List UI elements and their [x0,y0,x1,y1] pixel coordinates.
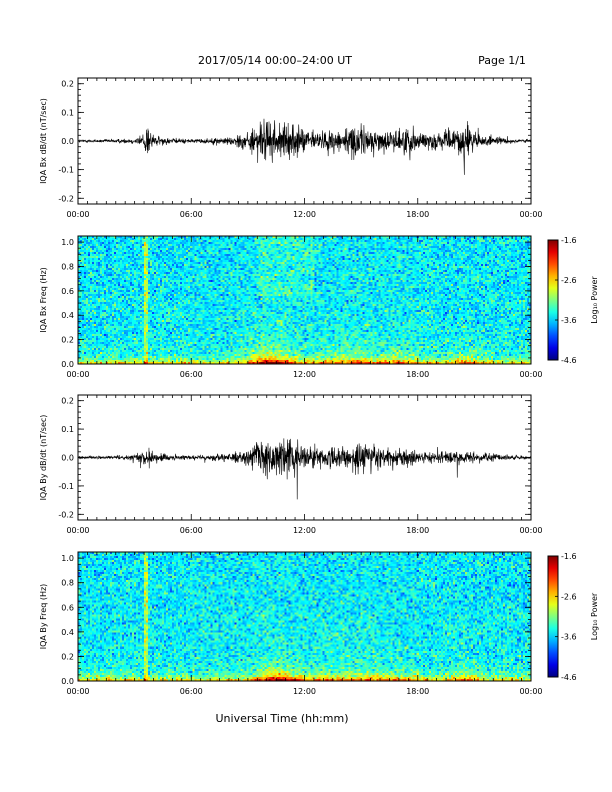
x-tick-label: 00:00 [519,687,542,696]
y-tick-label: 0.1 [61,108,74,117]
y-tick-label: 1.0 [61,554,74,563]
spectrogram-image [78,236,531,364]
y-tick-label: 0.0 [61,454,74,463]
x-tick-label: 00:00 [519,210,542,219]
y-tick-label: -0.2 [58,194,74,203]
y-tick-label: -0.2 [58,510,74,519]
colorbar-tick-label: -4.6 [561,356,577,365]
x-tick-label: 06:00 [180,370,203,379]
colorbar-frame [547,239,559,361]
y-tick-label: 0.0 [61,137,74,146]
y-tick-label: 0.2 [61,336,74,345]
y-tick-label: 0.1 [61,425,74,434]
colorbar-tick-label: -2.6 [561,592,577,601]
x-axis-label: Universal Time (hh:mm) [216,712,349,725]
y-tick-label: 0.2 [61,652,74,661]
x-tick-label: 12:00 [293,526,316,535]
x-tick-label: 12:00 [293,210,316,219]
colorbar-tick-label: -4.6 [561,673,577,682]
y-tick-label: 0.8 [61,262,74,271]
x-tick-label: 18:00 [406,526,429,535]
y-tick-label: 0.0 [61,677,74,686]
y-tick-label: 0.8 [61,579,74,588]
x-tick-label: 18:00 [406,370,429,379]
colorbar-tick-label: -2.6 [561,276,577,285]
y-tick-label: 0.2 [61,80,74,89]
page-indicator: Page 1/1 [478,54,526,67]
y-tick-label: -0.1 [58,166,74,175]
x-tick-label: 18:00 [406,687,429,696]
x-tick-label: 00:00 [66,526,89,535]
y-tick-label: 1.0 [61,238,74,247]
y-tick-label: 0.2 [61,397,74,406]
x-tick-label: 00:00 [66,687,89,696]
panel-by-spectrogram: 00:00 06:00 12:00 18:00 00:000.00.20.40.60.8… [39,551,599,696]
colorbar-tick-label: -3.6 [561,316,577,325]
y-tick-label: 0.6 [61,603,74,612]
y-axis-label: IQA By Freq (Hz) [39,584,48,650]
figure-title: 2017/05/14 00:00–24:00 UT [198,54,352,67]
x-tick-label: 00:00 [66,370,89,379]
series-line [77,438,532,500]
y-tick-label: 0.6 [61,287,74,296]
x-tick-label: 12:00 [293,370,316,379]
x-tick-label: 06:00 [180,210,203,219]
colorbar-tick-label: -1.6 [561,552,577,561]
series-line [77,118,532,175]
colorbar-tick-label: -3.6 [561,633,577,642]
x-tick-label: 00:00 [66,210,89,219]
x-tick-label: 12:00 [293,687,316,696]
x-tick-label: 06:00 [180,526,203,535]
x-tick-label: 06:00 [180,687,203,696]
y-tick-label: 0.4 [61,628,74,637]
panel-bx-spectrogram: 00:00 06:00 12:00 18:00 00:000.00.20.40.60.8… [39,235,599,379]
x-tick-label: 00:00 [519,526,542,535]
colorbar-label: Log₁₀ Power [590,592,599,640]
y-tick-label: 0.4 [61,311,74,320]
colorbar-gradient [548,556,558,677]
y-tick-label: 0.0 [61,360,74,369]
colorbar-gradient [548,240,558,360]
spectrogram-image [78,552,531,681]
y-axis-label: IQA Bx Freq (Hz) [39,267,48,333]
colorbar-tick-label: -1.6 [561,236,577,245]
colorbar-label: Log₁₀ Power [590,276,599,324]
x-tick-label: 18:00 [406,210,429,219]
y-axis-label: IQA Bx dB/dt (nT/sec) [39,98,48,184]
y-axis-label: IQA By dB/dt (nT/sec) [39,415,48,501]
colorbar-frame [547,555,559,678]
y-tick-label: -0.1 [58,482,74,491]
panel-by-timeseries: 00:00 06:00 12:00 18:00 00:00 -0.2 -0.1 0.0 0.1 0… [39,394,543,535]
panel-bx-timeseries: 00:00 06:00 12:00 18:00 00:00 -0.2 -0.1 0.0 0.1 0… [39,77,543,219]
x-tick-label: 00:00 [519,370,542,379]
